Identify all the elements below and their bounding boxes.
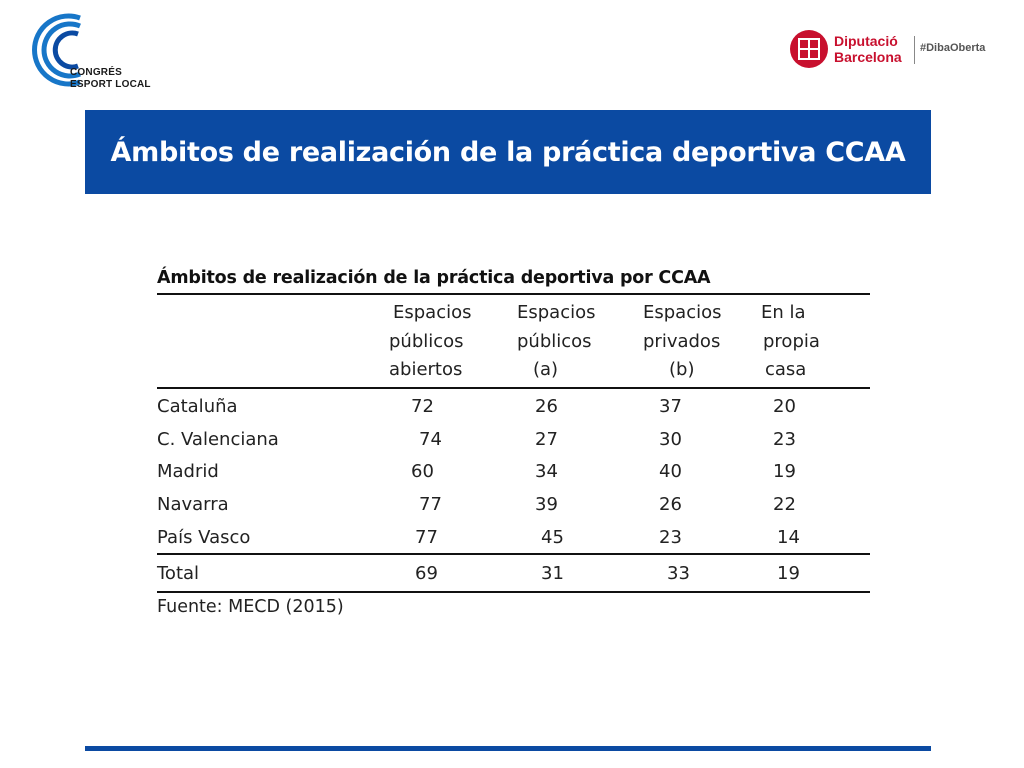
- header-empty: [157, 294, 389, 388]
- table-row: C. Valenciana 74 27 30 23: [157, 423, 870, 456]
- row-label: País Vasco: [157, 526, 251, 548]
- table-source: Fuente: MECD (2015): [157, 597, 344, 618]
- slide-title: Ámbitos de realización de la práctica de…: [110, 136, 906, 168]
- logo-text-line1: CONGRÉS: [70, 67, 122, 78]
- cell-value: 39: [535, 494, 558, 516]
- logo-text-line2: ESPORT LOCAL: [70, 79, 151, 90]
- column-header: Espacios privados (b): [643, 302, 722, 380]
- table-row: País Vasco 77 45 23 14: [157, 521, 870, 555]
- data-table-section: Ámbitos de realización de la práctica de…: [157, 263, 870, 617]
- row-label: Total: [157, 562, 200, 584]
- table-row: Cataluña 72 26 37 20: [157, 388, 870, 424]
- logo-divider: [914, 36, 915, 64]
- logo-name-line2: Barcelona: [834, 49, 902, 65]
- cell-value: 19: [777, 562, 800, 584]
- table-total-row: Total 69 31 33 19: [157, 554, 870, 593]
- table-header-row: Espacios públicos abiertos Espacios públ…: [157, 294, 870, 388]
- table-row: Navarra 77 39 26 22: [157, 488, 870, 521]
- column-header: Espacios públicos (a): [517, 302, 596, 380]
- cell-value: 14: [777, 526, 800, 548]
- row-label: Navarra: [157, 494, 229, 516]
- column-header: Espacios públicos abiertos: [389, 302, 472, 380]
- bottom-divider: [85, 746, 931, 751]
- table-row: Madrid 60 34 40 19: [157, 456, 870, 489]
- cell-value: 27: [535, 428, 558, 450]
- cell-value: 22: [773, 494, 796, 516]
- column-header: En la propia casa: [761, 302, 820, 380]
- hashtag-text: #DibaOberta: [920, 42, 986, 54]
- cell-value: 23: [773, 428, 796, 450]
- cell-value: 72: [411, 396, 434, 418]
- cell-value: 26: [659, 494, 682, 516]
- congres-logo-icon: [32, 13, 81, 87]
- cell-value: 37: [659, 396, 682, 418]
- congres-esport-local-logo: CONGRÉS ESPORT LOCAL: [18, 12, 178, 92]
- cell-value: 19: [773, 461, 796, 483]
- cell-value: 30: [659, 428, 682, 450]
- cell-value: 31: [541, 562, 564, 584]
- row-label: C. Valenciana: [157, 428, 279, 450]
- cell-value: 77: [419, 494, 442, 516]
- diputacio-barcelona-logo: Diputació Barcelona #DibaOberta: [790, 30, 1000, 70]
- cell-value: 34: [535, 461, 558, 483]
- cell-value: 40: [659, 461, 682, 483]
- diputacio-seal-icon: [790, 30, 828, 68]
- table-caption: Ámbitos de realización de la práctica de…: [157, 268, 711, 288]
- data-table: Espacios públicos abiertos Espacios públ…: [157, 293, 870, 593]
- cell-value: 33: [667, 562, 690, 584]
- logo-name-line1: Diputació: [834, 33, 898, 49]
- cell-value: 45: [541, 526, 564, 548]
- cell-value: 26: [535, 396, 558, 418]
- cell-value: 74: [419, 428, 442, 450]
- cell-value: 69: [415, 562, 438, 584]
- cell-value: 20: [773, 396, 796, 418]
- cell-value: 60: [411, 461, 434, 483]
- row-label: Madrid: [157, 461, 219, 483]
- title-banner: Ámbitos de realización de la práctica de…: [85, 110, 931, 194]
- cell-value: 77: [415, 526, 438, 548]
- cell-value: 23: [659, 526, 682, 548]
- row-label: Cataluña: [157, 396, 238, 418]
